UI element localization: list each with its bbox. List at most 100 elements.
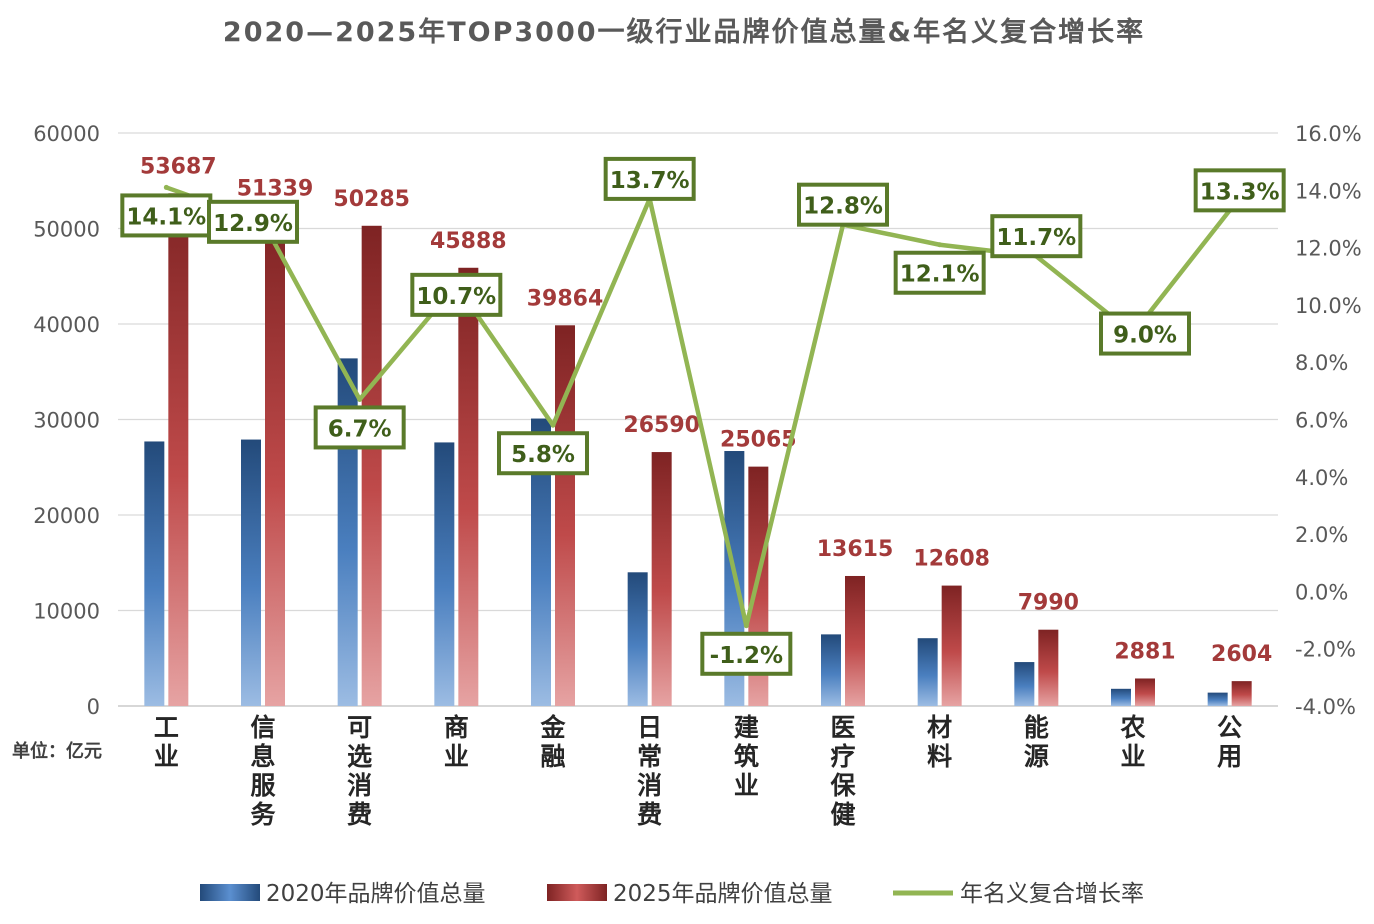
growth-value-label: 12.8% <box>803 194 883 220</box>
growth-label-box <box>497 431 589 476</box>
growth-label-box <box>207 199 299 244</box>
category-axis: 工业 信息服务 可选消费 商业 金融 日常消费 建筑业 医疗保健 材料 能源 农业 公用 <box>154 713 1242 829</box>
category-label: 农业 <box>1119 713 1145 771</box>
right-tick-label: 16.0% <box>1295 122 1362 146</box>
bar-2025 <box>1038 629 1059 706</box>
growth-label-box <box>313 405 406 450</box>
bar-2020 <box>144 441 165 706</box>
chart-title: 2020—2025年TOP3000一级行业品牌价值总量&年名义复合增长率 <box>223 16 1145 48</box>
legend-swatch-2020 <box>200 884 260 901</box>
bar-2025 <box>845 575 865 706</box>
right-tick-label: 10.0% <box>1295 294 1362 318</box>
bar-2020 <box>241 439 261 706</box>
growth-value-label: 9.0% <box>1113 323 1177 349</box>
right-tick-label: 8.0% <box>1295 351 1348 375</box>
growth-value-label: 13.3% <box>1200 179 1280 205</box>
left-tick-label: 10000 <box>33 600 100 624</box>
bar-2025 <box>651 452 672 706</box>
bar-2020 <box>531 418 551 706</box>
category-label: 金融 <box>539 713 566 771</box>
bar-2025-value-label: 13615 <box>817 537 894 562</box>
bar-2020 <box>1207 692 1228 706</box>
growth-value-label: 10.7% <box>416 284 496 310</box>
bar-series <box>144 193 1252 706</box>
left-tick-label: 40000 <box>33 313 100 337</box>
growth-value-label: 11.7% <box>996 225 1076 251</box>
bar-2025 <box>361 225 382 706</box>
bar-2025-value-label: 45888 <box>430 229 507 254</box>
growth-label-box <box>893 250 986 295</box>
right-tick-label: 2.0% <box>1295 523 1348 547</box>
growth-label-box <box>700 631 793 676</box>
right-tick-label: 0.0% <box>1295 580 1348 604</box>
bar-2020 <box>627 572 648 706</box>
growth-label-box <box>797 182 889 227</box>
bar-2025-value-label: 39864 <box>527 286 604 311</box>
bar-2025 <box>1135 678 1155 706</box>
growth-point <box>163 184 169 190</box>
bar-2025 <box>555 325 575 706</box>
bar-2020 <box>917 638 938 706</box>
bar-2025-value-label: 53687 <box>140 154 217 179</box>
legend-label-growth: 年名义复合增长率 <box>960 881 1144 907</box>
right-tick-label: 14.0% <box>1295 179 1362 203</box>
growth-line <box>165 185 1232 629</box>
unit-label: 单位：亿元 <box>12 740 102 762</box>
legend: 2020年品牌价值总量 2025年品牌价值总量 年名义复合增长率 <box>200 881 1144 907</box>
growth-value-labels: 14.1% 12.9% 6.7% 10.7% 5.8% 13.7% -1.2% 12.8% 12… <box>120 156 1286 676</box>
growth-label-box <box>603 156 696 201</box>
right-tick-label: 6.0% <box>1295 409 1348 433</box>
bar-2020 <box>1014 662 1035 706</box>
growth-value-label: 12.9% <box>213 211 293 237</box>
bar-2025-value-label: 7990 <box>1018 591 1079 616</box>
bar-2025-value-label: 2881 <box>1114 639 1175 664</box>
bar-2020 <box>821 634 841 706</box>
growth-label-box <box>410 272 503 317</box>
growth-value-label: 5.8% <box>511 442 575 468</box>
right-tick-label: 4.0% <box>1295 466 1348 490</box>
bar-2025-value-label: 2604 <box>1211 642 1272 667</box>
bar-2025 <box>458 267 479 706</box>
left-tick-label: 20000 <box>33 504 100 528</box>
left-tick-label: 60000 <box>33 122 100 146</box>
growth-point <box>550 422 556 428</box>
bar-2025-value-label: 25065 <box>720 428 797 453</box>
growth-label-box <box>1099 311 1191 356</box>
bar-2025 <box>168 193 189 706</box>
category-label: 材料 <box>927 713 952 771</box>
right-tick-label: -4.0% <box>1295 695 1356 719</box>
left-axis: 0 10000 20000 30000 40000 50000 60000 <box>33 122 100 719</box>
growth-label-box <box>120 193 213 238</box>
bar-2025 <box>1231 681 1252 706</box>
growth-value-label: 14.1% <box>126 204 206 230</box>
growth-value-label: 13.7% <box>610 168 690 194</box>
bar-value-labels: 53687 51339 50285 45888 39864 26590 25065 13615… <box>140 154 1272 667</box>
right-tick-label: -2.0% <box>1295 638 1356 662</box>
growth-label-box <box>990 214 1083 259</box>
legend-label-2020: 2020年品牌价值总量 <box>266 881 486 907</box>
bar-2025-value-label: 50285 <box>333 187 410 212</box>
growth-label-box <box>1193 168 1286 213</box>
left-tick-label: 30000 <box>33 409 100 433</box>
growth-value-label: -1.2% <box>710 643 783 669</box>
gridlines <box>118 132 1278 707</box>
legend-label-2025: 2025年品牌价值总量 <box>613 881 833 907</box>
right-tick-label: 12.0% <box>1295 237 1362 261</box>
category-label: 商业 <box>444 713 469 771</box>
category-label: 医疗保健 <box>829 713 856 829</box>
growth-point <box>743 623 749 629</box>
bar-2025-value-label: 51339 <box>237 177 314 202</box>
right-axis: -4.0% -2.0% 0.0% 2.0% 4.0% 6.0% 8.0% 10.0% 12.0%… <box>1295 122 1362 719</box>
growth-point <box>937 242 943 248</box>
category-label: 能源 <box>1024 713 1049 771</box>
growth-value-label: 6.7% <box>328 416 392 442</box>
left-tick-label: 50000 <box>33 218 100 242</box>
category-label: 信息服务 <box>250 713 276 829</box>
category-label: 公用 <box>1217 713 1242 771</box>
growth-point <box>357 396 363 402</box>
bar-2025 <box>941 585 962 706</box>
bar-2025 <box>265 215 285 706</box>
left-tick-label: 0 <box>87 695 100 719</box>
